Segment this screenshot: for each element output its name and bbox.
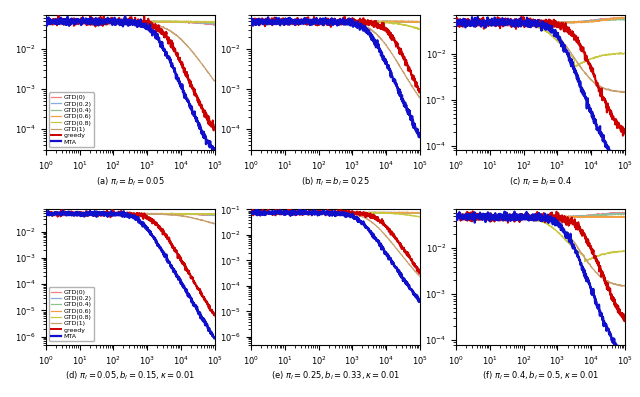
X-axis label: (e) $\pi_l=0.25, b_l=0.33, \kappa=0.01$: (e) $\pi_l=0.25, b_l=0.33, \kappa=0.01$ xyxy=(271,370,400,382)
X-axis label: (d) $\pi_l=0.05, b_l=0.15, \kappa=0.01$: (d) $\pi_l=0.05, b_l=0.15, \kappa=0.01$ xyxy=(65,370,195,382)
Legend: GTD(0), GTD(0.2), GTD(0.4), GTD(0.6), GTD(0.8), GTD(1), greedy, MTA: GTD(0), GTD(0.2), GTD(0.4), GTD(0.6), GT… xyxy=(49,93,94,147)
X-axis label: (b) $\pi_l = b_l=0.25$: (b) $\pi_l = b_l=0.25$ xyxy=(301,175,370,187)
Legend: GTD(0), GTD(0.2), GTD(0.4), GTD(0.6), GTD(0.8), GTD(1), greedy, MTA: GTD(0), GTD(0.2), GTD(0.4), GTD(0.6), GT… xyxy=(49,287,94,341)
X-axis label: (c) $\pi_l = b_l=0.4$: (c) $\pi_l = b_l=0.4$ xyxy=(509,175,572,187)
X-axis label: (a) $\pi_l = b_l=0.05$: (a) $\pi_l = b_l=0.05$ xyxy=(96,175,164,187)
X-axis label: (f) $\pi_l=0.4, b_l=0.5, \kappa=0.01$: (f) $\pi_l=0.4, b_l=0.5, \kappa=0.01$ xyxy=(482,370,599,382)
